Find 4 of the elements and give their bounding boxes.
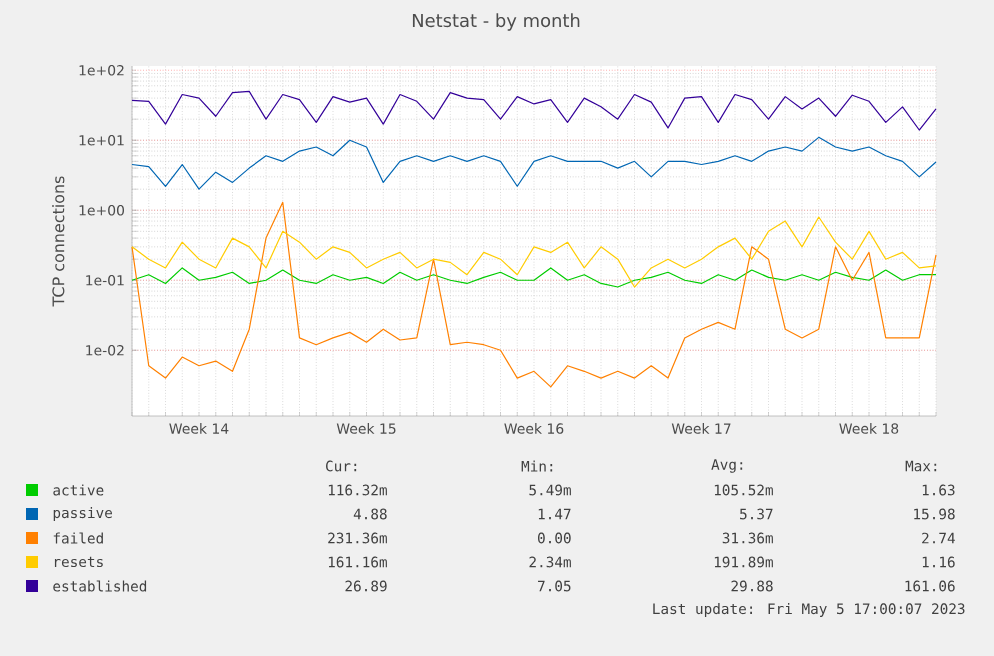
line-series xyxy=(131,90,937,131)
line-series xyxy=(131,216,937,288)
line-series xyxy=(131,267,937,288)
chart-title: Netstat - by month xyxy=(412,13,580,31)
